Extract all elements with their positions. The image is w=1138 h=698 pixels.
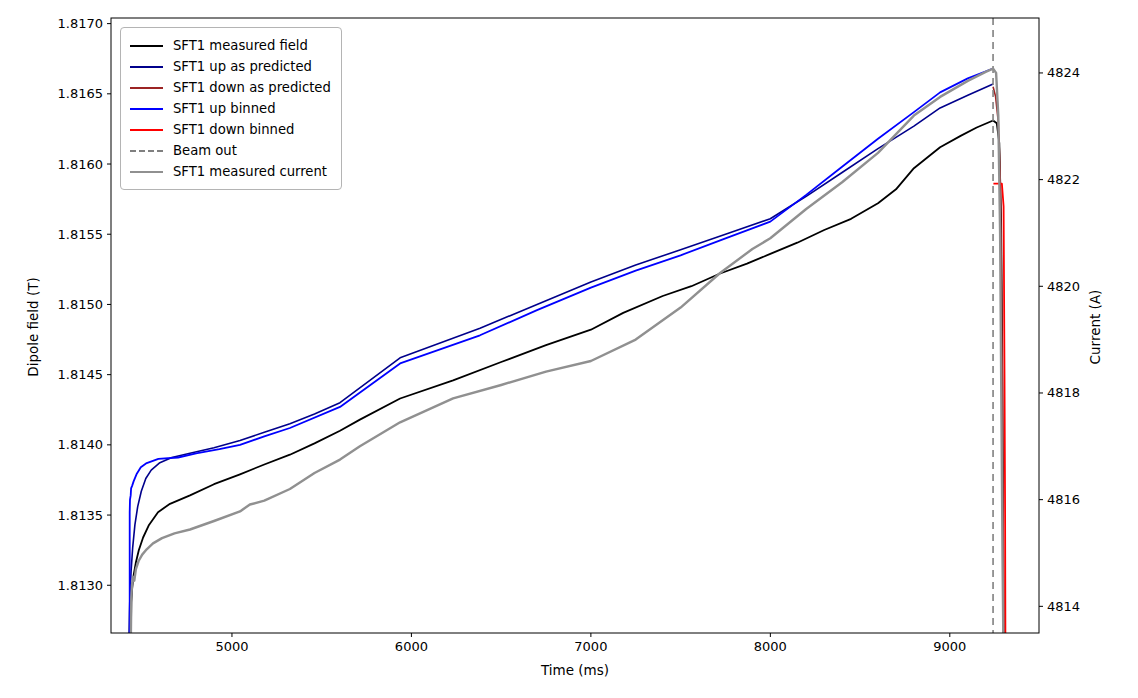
legend-item-beam-out: Beam out (130, 140, 331, 161)
legend: SFT1 measured field SFT1 up as predicted… (120, 27, 342, 190)
legend-item-label: SFT1 down as predicted (173, 77, 331, 98)
svg-text:1.8155: 1.8155 (58, 227, 104, 242)
svg-text:4814: 4814 (1047, 599, 1080, 614)
svg-text:1.8135: 1.8135 (58, 508, 104, 523)
legend-item-label: SFT1 measured field (173, 35, 308, 56)
svg-text:1.8165: 1.8165 (58, 86, 104, 101)
svg-text:4824: 4824 (1047, 65, 1080, 80)
svg-text:1.8145: 1.8145 (58, 367, 104, 382)
x-axis-label: Time (ms) (111, 662, 1039, 678)
svg-text:9000: 9000 (933, 639, 966, 654)
svg-text:4816: 4816 (1047, 492, 1080, 507)
svg-text:8000: 8000 (754, 639, 787, 654)
left-y-axis-label: Dipole field (T) (25, 277, 41, 377)
legend-item-up-binned: SFT1 up binned (130, 98, 331, 119)
legend-item-label: SFT1 up as predicted (173, 56, 312, 77)
line-swatch (130, 108, 163, 110)
legend-item-label: SFT1 down binned (173, 119, 294, 140)
svg-text:1.8140: 1.8140 (58, 437, 104, 452)
dashed-line-swatch (130, 150, 163, 152)
legend-item-label: Beam out (173, 140, 237, 161)
svg-text:1.8160: 1.8160 (58, 157, 104, 172)
line-swatch (130, 171, 163, 173)
svg-text:4820: 4820 (1047, 279, 1080, 294)
svg-text:1.8150: 1.8150 (58, 297, 104, 312)
legend-item-label: SFT1 measured current (173, 161, 327, 182)
line-swatch (130, 87, 163, 89)
svg-text:1.8130: 1.8130 (58, 578, 104, 593)
svg-text:6000: 6000 (395, 639, 428, 654)
legend-item-measured-field: SFT1 measured field (130, 35, 331, 56)
line-swatch (130, 66, 163, 68)
legend-item-down-as-predicted: SFT1 down as predicted (130, 77, 331, 98)
svg-text:4822: 4822 (1047, 172, 1080, 187)
line-swatch (130, 129, 163, 131)
legend-item-down-binned: SFT1 down binned (130, 119, 331, 140)
svg-text:1.8170: 1.8170 (58, 16, 104, 31)
line-swatch (130, 45, 163, 47)
legend-item-measured-current: SFT1 measured current (130, 161, 331, 182)
svg-text:4818: 4818 (1047, 385, 1080, 400)
field-current-chart: 5000 6000 7000 8000 9000 1.8130 1.8135 1.8140 1.… (0, 0, 1138, 698)
svg-text:7000: 7000 (574, 639, 607, 654)
legend-item-up-as-predicted: SFT1 up as predicted (130, 56, 331, 77)
svg-text:5000: 5000 (215, 639, 248, 654)
right-y-axis-label: Current (A) (1087, 290, 1103, 365)
legend-item-label: SFT1 up binned (173, 98, 276, 119)
